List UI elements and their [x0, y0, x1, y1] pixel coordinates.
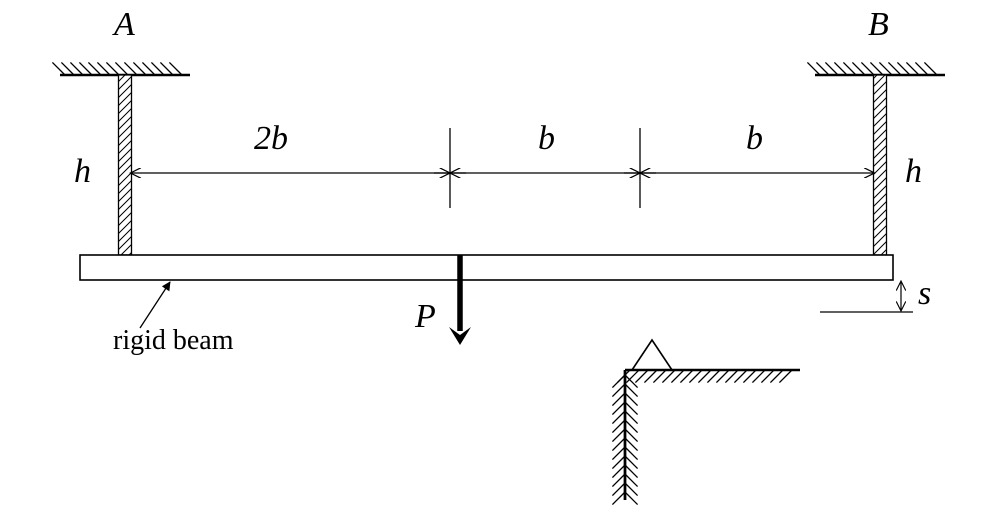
label-h-left: h: [74, 153, 91, 191]
label-span-2b: 2b: [254, 120, 288, 158]
label-B: B: [868, 6, 889, 44]
diagram-stage: A B h h 2b b b P s rigid beam: [0, 0, 981, 519]
label-A: A: [114, 6, 135, 44]
label-P: P: [415, 298, 436, 336]
label-rigid-beam: rigid beam: [113, 325, 234, 357]
label-s: s: [918, 275, 931, 313]
label-span-b1: b: [538, 120, 555, 158]
label-span-b2: b: [746, 120, 763, 158]
label-h-right: h: [905, 153, 922, 191]
structural-diagram-svg: [0, 0, 981, 519]
